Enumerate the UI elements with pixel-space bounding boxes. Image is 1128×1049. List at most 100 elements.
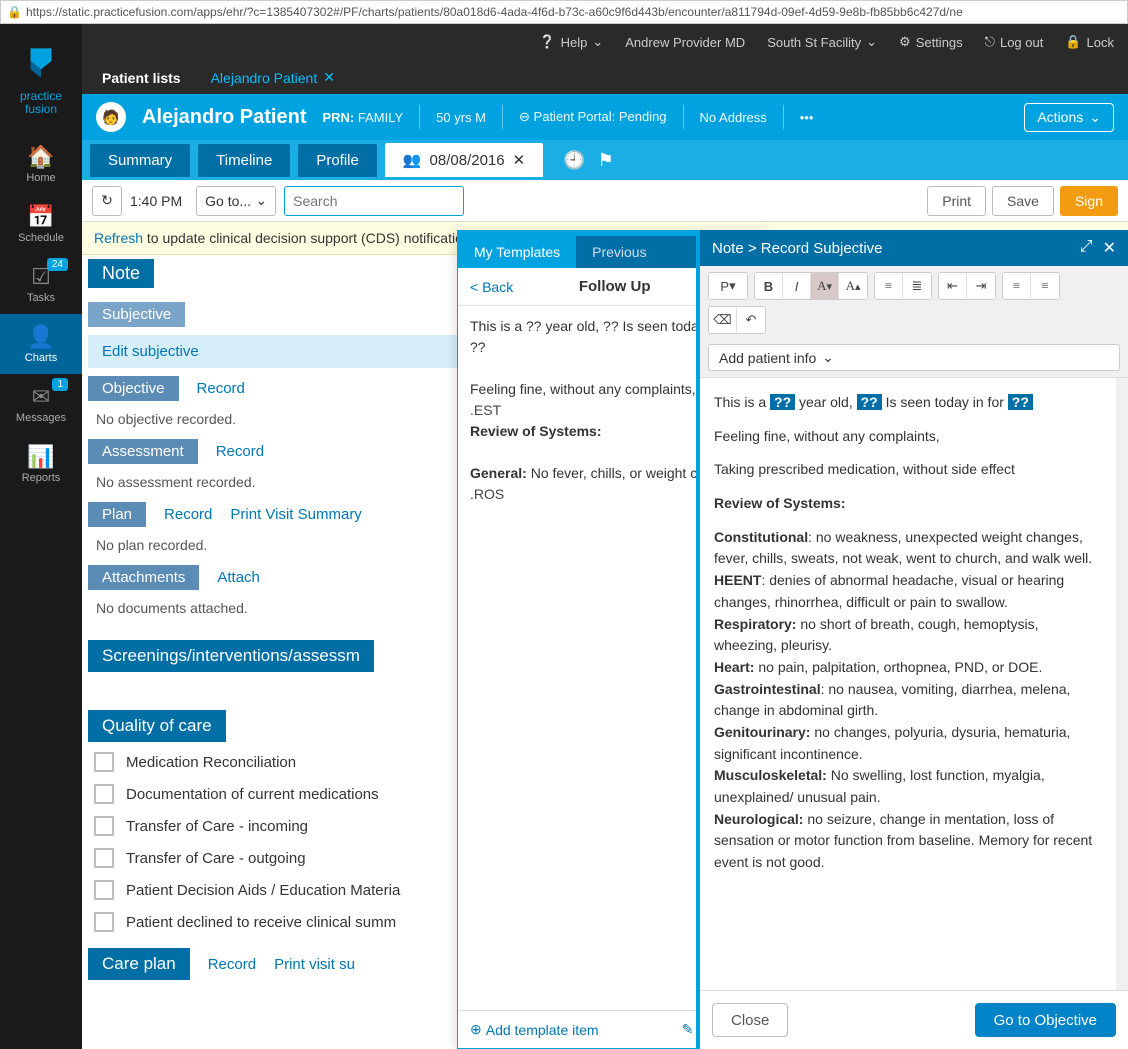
expand-icon[interactable]: ⤢	[1080, 238, 1093, 258]
add-template-item-link[interactable]: ⊕Add template item	[470, 1021, 599, 1038]
qoc-heading: Quality of care	[88, 710, 226, 742]
placeholder[interactable]: ??	[770, 394, 795, 410]
nav-tasks[interactable]: 24☑Tasks	[0, 254, 82, 314]
placeholder[interactable]: ??	[1008, 394, 1033, 410]
top-bar: ❔Help⌄ Andrew Provider MD South St Facil…	[82, 24, 1128, 60]
italic-button[interactable]: I	[783, 273, 811, 299]
font-size-up-button[interactable]: A▴	[839, 273, 867, 299]
print-visit-summary-link2[interactable]: Print visit su	[274, 956, 355, 973]
tasks-icon: ☑	[0, 264, 82, 290]
chevron-down-icon: ⌄	[592, 34, 603, 50]
record-assessment-link[interactable]: Record	[216, 443, 264, 460]
close-icon[interactable]: ✕	[323, 69, 335, 86]
record-careplan-link[interactable]: Record	[208, 956, 256, 973]
print-visit-summary-link[interactable]: Print Visit Summary	[230, 506, 361, 523]
attach-link[interactable]: Attach	[217, 569, 260, 586]
logout-icon: ⎋	[985, 34, 995, 50]
editor-body[interactable]: This is a ?? year old, ?? Is seen today …	[700, 378, 1128, 990]
time-display: 1:40 PM	[130, 193, 182, 209]
checkbox[interactable]	[94, 816, 114, 836]
search-input[interactable]	[285, 187, 464, 215]
font-size-down-button[interactable]: A▾	[811, 273, 839, 299]
actions-button[interactable]: Actions⌄	[1024, 103, 1114, 132]
close-icon[interactable]: ✕	[513, 151, 526, 169]
sub-tabs: Summary Timeline Profile 👥08/08/2016✕ 🕘 …	[82, 140, 1128, 180]
patient-portal: ⊖ Patient Portal: Pending	[519, 109, 667, 125]
editor-toolbar: P ▾ B I A▾ A▴ ≡ ≣ ⇤ ⇥ ≡ ≡	[700, 266, 1128, 378]
close-icon[interactable]: ✕	[1103, 238, 1116, 258]
sign-button[interactable]: Sign	[1060, 186, 1118, 216]
number-list-button[interactable]: ≣	[903, 273, 931, 299]
chevron-down-icon: ⌄	[822, 349, 834, 366]
editor-panel: Note > Record Subjective ⤢ ✕ P ▾ B I A▾ A…	[696, 230, 1128, 1049]
eraser-button[interactable]: ⌫	[709, 307, 737, 333]
placeholder[interactable]: ??	[857, 394, 882, 410]
subjective-label: Subjective	[88, 302, 185, 327]
checkbox[interactable]	[94, 880, 114, 900]
prn: PRN: FAMILY	[322, 110, 403, 125]
nav-reports[interactable]: 📊Reports	[0, 434, 82, 494]
nav-home[interactable]: 🏠Home	[0, 134, 82, 194]
nav-charts[interactable]: 👤Charts	[0, 314, 82, 374]
add-patient-info-dropdown[interactable]: Add patient info⌄	[708, 344, 1120, 371]
align-left-button[interactable]: ≡	[1003, 273, 1031, 299]
tab-patient[interactable]: Alejandro Patient✕	[197, 61, 349, 94]
save-button[interactable]: Save	[992, 186, 1054, 216]
subtab-summary[interactable]: Summary	[90, 144, 190, 177]
refresh-link[interactable]: Refresh	[94, 230, 143, 246]
tab-my-templates[interactable]: My Templates	[458, 236, 576, 268]
facility-menu[interactable]: South St Facility⌄	[767, 34, 877, 50]
checkbox[interactable]	[94, 784, 114, 804]
nav-schedule[interactable]: 📅Schedule	[0, 194, 82, 254]
screenings-heading: Screenings/interventions/assessm	[88, 640, 374, 672]
editor-title-text: Note > Record Subjective	[712, 240, 883, 257]
url-text: https://static.practicefusion.com/apps/e…	[26, 5, 963, 19]
tab-previous[interactable]: Previous	[576, 236, 662, 268]
history-icon[interactable]: 🕘	[563, 150, 585, 171]
plan-label: Plan	[88, 502, 146, 527]
tab-patient-lists[interactable]: Patient lists	[88, 62, 195, 94]
care-plan-heading: Care plan	[88, 948, 190, 980]
goto-dropdown[interactable]: Go to...⌄	[196, 186, 276, 216]
bold-button[interactable]: B	[755, 273, 783, 299]
outdent-button[interactable]: ⇤	[939, 273, 967, 299]
editor-footer: Close Go to Objective	[700, 990, 1128, 1049]
record-plan-link[interactable]: Record	[164, 506, 212, 523]
patient-address[interactable]: No Address	[700, 110, 767, 125]
template-title: Follow Up	[579, 278, 651, 295]
align-right-button[interactable]: ≡	[1031, 273, 1059, 299]
bullet-list-button[interactable]: ≡	[875, 273, 903, 299]
lock-link[interactable]: 🔒Lock	[1065, 34, 1114, 50]
nav-messages[interactable]: 1✉Messages	[0, 374, 82, 434]
subtab-timeline[interactable]: Timeline	[198, 144, 290, 177]
chevron-down-icon: ⌄	[1089, 109, 1101, 126]
close-button[interactable]: Close	[712, 1003, 788, 1037]
flag-icon[interactable]: ⚑	[598, 150, 614, 171]
minus-circle-icon: ⊖	[519, 109, 530, 124]
lock-icon: 🔒	[7, 5, 22, 19]
settings-link[interactable]: ⚙Settings	[899, 34, 963, 50]
checkbox[interactable]	[94, 752, 114, 772]
checkbox[interactable]	[94, 848, 114, 868]
subtab-profile[interactable]: Profile	[298, 144, 377, 177]
help-menu[interactable]: ❔Help⌄	[539, 34, 603, 50]
back-link[interactable]: < Back	[470, 279, 513, 295]
undo-button[interactable]: ↶	[737, 307, 765, 333]
logout-link[interactable]: ⎋Log out	[985, 34, 1044, 50]
patient-name: Alejandro Patient	[142, 106, 306, 129]
editor-title-bar: Note > Record Subjective ⤢ ✕	[700, 230, 1128, 266]
refresh-button[interactable]: ↻	[92, 186, 122, 216]
subtab-encounter[interactable]: 👥08/08/2016✕	[385, 143, 543, 177]
go-to-objective-button[interactable]: Go to Objective	[975, 1003, 1116, 1037]
paragraph-dropdown[interactable]: P ▾	[709, 273, 747, 299]
indent-button[interactable]: ⇥	[967, 273, 995, 299]
left-sidebar: practicefusion 🏠Home 📅Schedule 24☑Tasks …	[0, 24, 82, 1049]
more-menu[interactable]: •••	[800, 110, 814, 125]
print-button[interactable]: Print	[927, 186, 986, 216]
template-ros-heading: Review of Systems:	[470, 423, 602, 439]
checkbox[interactable]	[94, 912, 114, 932]
record-objective-link[interactable]: Record	[197, 380, 245, 397]
user-name[interactable]: Andrew Provider MD	[625, 35, 745, 50]
ros-heading: Review of Systems:	[714, 495, 846, 511]
home-icon: 🏠	[0, 144, 82, 170]
